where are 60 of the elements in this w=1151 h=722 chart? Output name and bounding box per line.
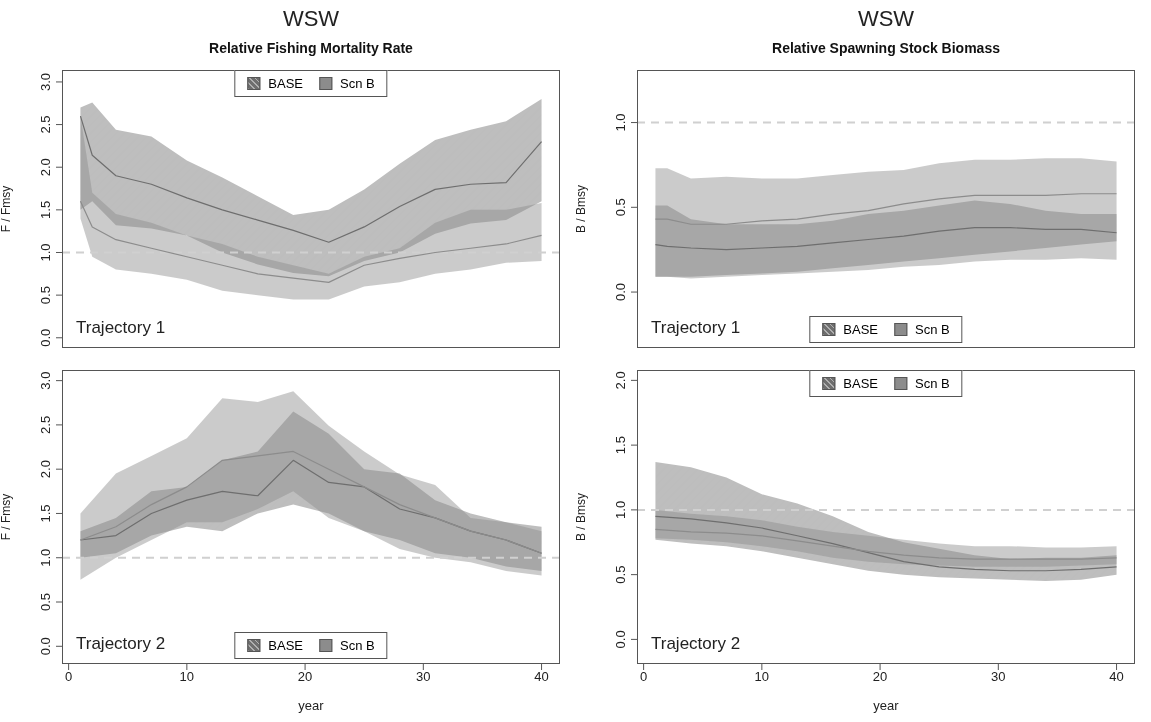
y-tick-label: 3.0 [38,371,53,390]
y-tick-label: 1.5 [613,436,628,455]
y-axis-title: B / Bmsy [574,492,589,542]
y-tick-label: 1.5 [38,504,53,523]
y-tick-label: 0.0 [38,328,53,347]
x-tick-label: 20 [297,669,313,685]
y-tick-label: 2.0 [38,460,53,479]
y-tick-label: 0.5 [38,286,53,305]
y-tick-label: 2.0 [38,158,53,177]
x-tick-label: 10 [754,669,770,685]
legend-label: BASE [843,376,878,391]
line-series [654,193,1118,225]
y-tick-label: 0.5 [613,565,628,584]
y-tick-label: 1.5 [38,200,53,219]
y-tick-label: 2.0 [613,371,628,390]
y-tick-label: 0.0 [613,630,628,649]
y-tick-label: 1.0 [38,243,53,262]
y-tick-label: 2.5 [38,415,53,434]
y-tick-label: 1.0 [613,113,628,132]
x-tick-label: 30 [416,669,431,685]
chart-title: WSW [281,6,341,32]
x-tick-label: 0 [65,669,73,685]
y-tick-label: 0.0 [38,637,53,656]
y-axis-title: F / Fmsy [0,493,14,541]
y-tick-label: 2.5 [38,115,53,134]
x-tick-label: 10 [179,669,195,685]
chart-title: WSW [856,6,916,32]
legend-label: BASE [268,638,303,653]
y-tick-label: 0.5 [613,198,628,217]
y-tick-label: 3.0 [38,72,53,91]
annotation: Trajectory 2 [651,634,741,654]
line-series [654,515,1118,572]
x-tick-label: 40 [534,669,549,685]
line-series [654,528,1118,560]
legend-label: BASE [268,76,303,91]
y-tick-label: 1.0 [38,548,53,567]
y-tick-label: 1.0 [613,500,628,519]
line-series [79,115,543,243]
legend-label: Scn B [915,322,950,337]
y-axis-title: B / Bmsy [574,184,589,234]
legend-label: Scn B [340,76,375,91]
x-axis-title: year [298,698,325,713]
annotation: Trajectory 1 [76,318,166,338]
line-series [79,200,543,283]
x-tick-label: 0 [640,669,648,685]
y-tick-label: 0.5 [38,592,53,612]
y-axis-title: F / Fmsy [0,185,14,233]
x-axis-title: year [873,698,900,713]
legend-label: BASE [843,322,878,337]
annotation: Trajectory 2 [76,634,166,654]
legend-label: Scn B [340,638,375,653]
x-tick-label: 20 [872,669,888,685]
annotation: Trajectory 1 [651,318,741,338]
legend-label: Scn B [915,376,950,391]
y-tick-label: 0.0 [613,283,628,302]
line-series [654,227,1118,251]
x-tick-label: 30 [991,669,1006,685]
chart-subtitle: Relative Fishing Mortality Rate [208,40,414,56]
chart-subtitle: Relative Spawning Stock Biomass [771,40,1001,56]
x-tick-label: 40 [1109,669,1124,685]
